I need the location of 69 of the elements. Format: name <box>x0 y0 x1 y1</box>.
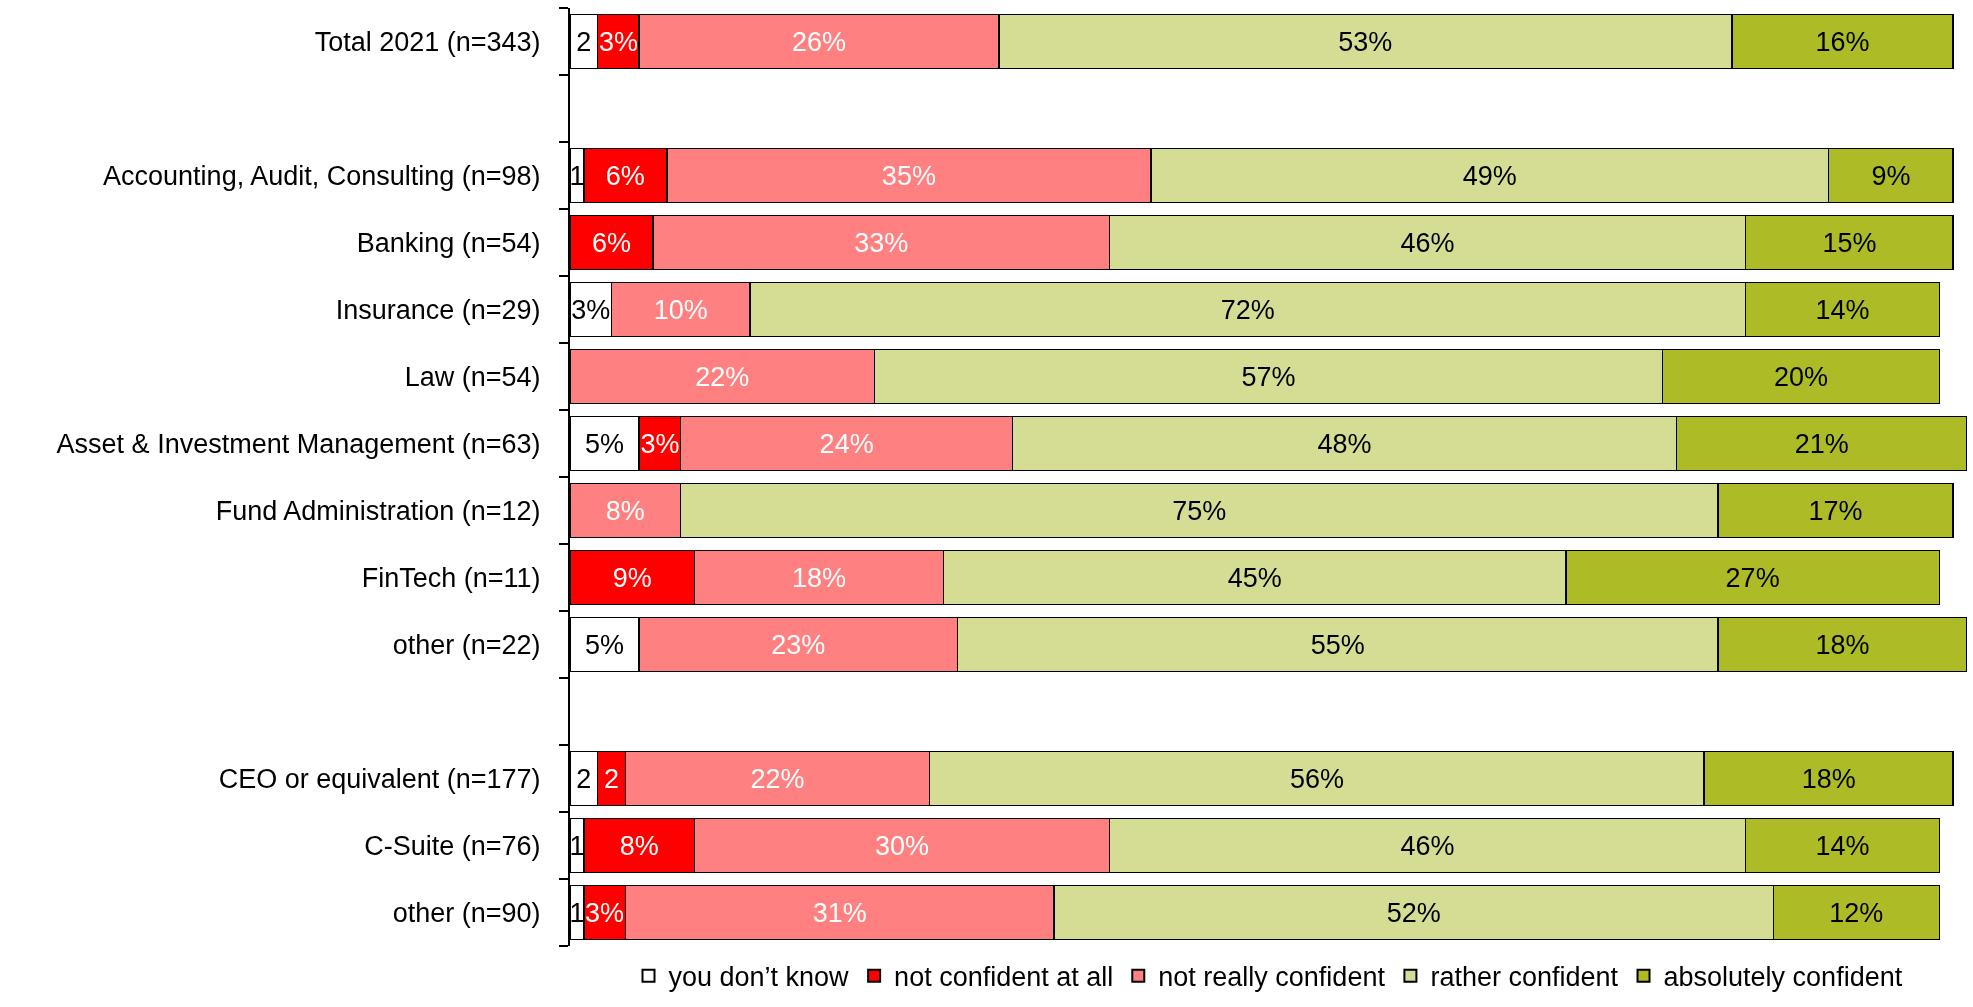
y-tick-label: C-Suite (n=76) <box>364 830 541 861</box>
data-label: 15% <box>1822 227 1877 258</box>
data-label: 5% <box>585 629 625 660</box>
data-label: 75% <box>1172 495 1227 526</box>
data-label: 33% <box>854 227 909 258</box>
data-label: 27% <box>1725 562 1780 593</box>
y-tick-label: other (n=90) <box>392 897 541 928</box>
legend-label: absolutely confident <box>1663 962 1903 993</box>
data-label: 9% <box>1871 160 1911 191</box>
legend-label: you don’t know <box>668 962 850 993</box>
data-label: 3% <box>640 428 680 459</box>
data-label: 1 <box>569 830 585 861</box>
data-label: 31% <box>812 897 867 928</box>
data-label: 2 <box>576 763 592 794</box>
data-label: 3% <box>571 294 611 325</box>
data-label: 24% <box>819 428 874 459</box>
data-label: 2 <box>603 763 620 794</box>
data-label: 3% <box>598 26 638 57</box>
data-label: 14% <box>1815 830 1870 861</box>
y-tick-label: Accounting, Audit, Consulting (n=98) <box>103 160 541 191</box>
legend-label: not confident at all <box>894 962 1114 993</box>
data-label: 18% <box>1815 629 1870 660</box>
data-label: 6% <box>605 160 645 191</box>
data-label: 20% <box>1774 361 1829 392</box>
data-label: 72% <box>1220 294 1275 325</box>
data-label: 55% <box>1310 629 1365 660</box>
data-label: 18% <box>1801 763 1856 794</box>
data-label: 52% <box>1386 897 1441 928</box>
y-tick-label: Law (n=54) <box>404 361 541 392</box>
data-label: 14% <box>1815 294 1870 325</box>
data-label: 57% <box>1241 361 1296 392</box>
legend-label: rather confident <box>1430 962 1619 993</box>
y-tick-label: FinTech (n=11) <box>361 562 541 593</box>
y-tick-label: Banking (n=54) <box>356 227 541 258</box>
data-label: 22% <box>750 763 805 794</box>
data-label: 12% <box>1829 897 1884 928</box>
data-label: 53% <box>1338 26 1393 57</box>
data-label: 3% <box>585 897 625 928</box>
data-label: 56% <box>1289 763 1344 794</box>
data-label: 6% <box>591 227 632 258</box>
data-label: 23% <box>771 629 826 660</box>
data-label: 2 <box>576 26 592 57</box>
data-label: 46% <box>1400 830 1455 861</box>
data-label: 16% <box>1815 26 1870 57</box>
data-label: 18% <box>791 562 846 593</box>
data-label: 17% <box>1808 495 1863 526</box>
y-tick-label: Asset & Investment Management (n=63) <box>56 428 541 459</box>
data-label: 5% <box>585 428 625 459</box>
data-label: 30% <box>874 830 929 861</box>
data-label: 8% <box>619 830 659 861</box>
data-label: 8% <box>605 495 645 526</box>
data-label: 48% <box>1317 428 1372 459</box>
data-label: 1 <box>569 897 585 928</box>
data-label: 22% <box>695 361 750 392</box>
y-tick-label: Fund Administration (n=12) <box>215 495 541 526</box>
y-tick-label: CEO or equivalent (n=177) <box>218 763 541 794</box>
y-tick-label: Insurance (n=29) <box>335 294 541 325</box>
data-label: 9% <box>612 562 652 593</box>
legend-label: not really confident <box>1158 962 1386 993</box>
data-label: 49% <box>1462 160 1517 191</box>
data-label: 1 <box>569 160 585 191</box>
data-label: 46% <box>1400 227 1455 258</box>
data-label: 35% <box>881 160 936 191</box>
data-label: 21% <box>1794 428 1849 459</box>
y-tick-label: other (n=22) <box>392 629 541 660</box>
data-label: 10% <box>653 294 708 325</box>
data-label: 45% <box>1227 562 1282 593</box>
data-label: 26% <box>791 26 846 57</box>
y-tick-label: Total 2021 (n=343) <box>314 26 541 57</box>
